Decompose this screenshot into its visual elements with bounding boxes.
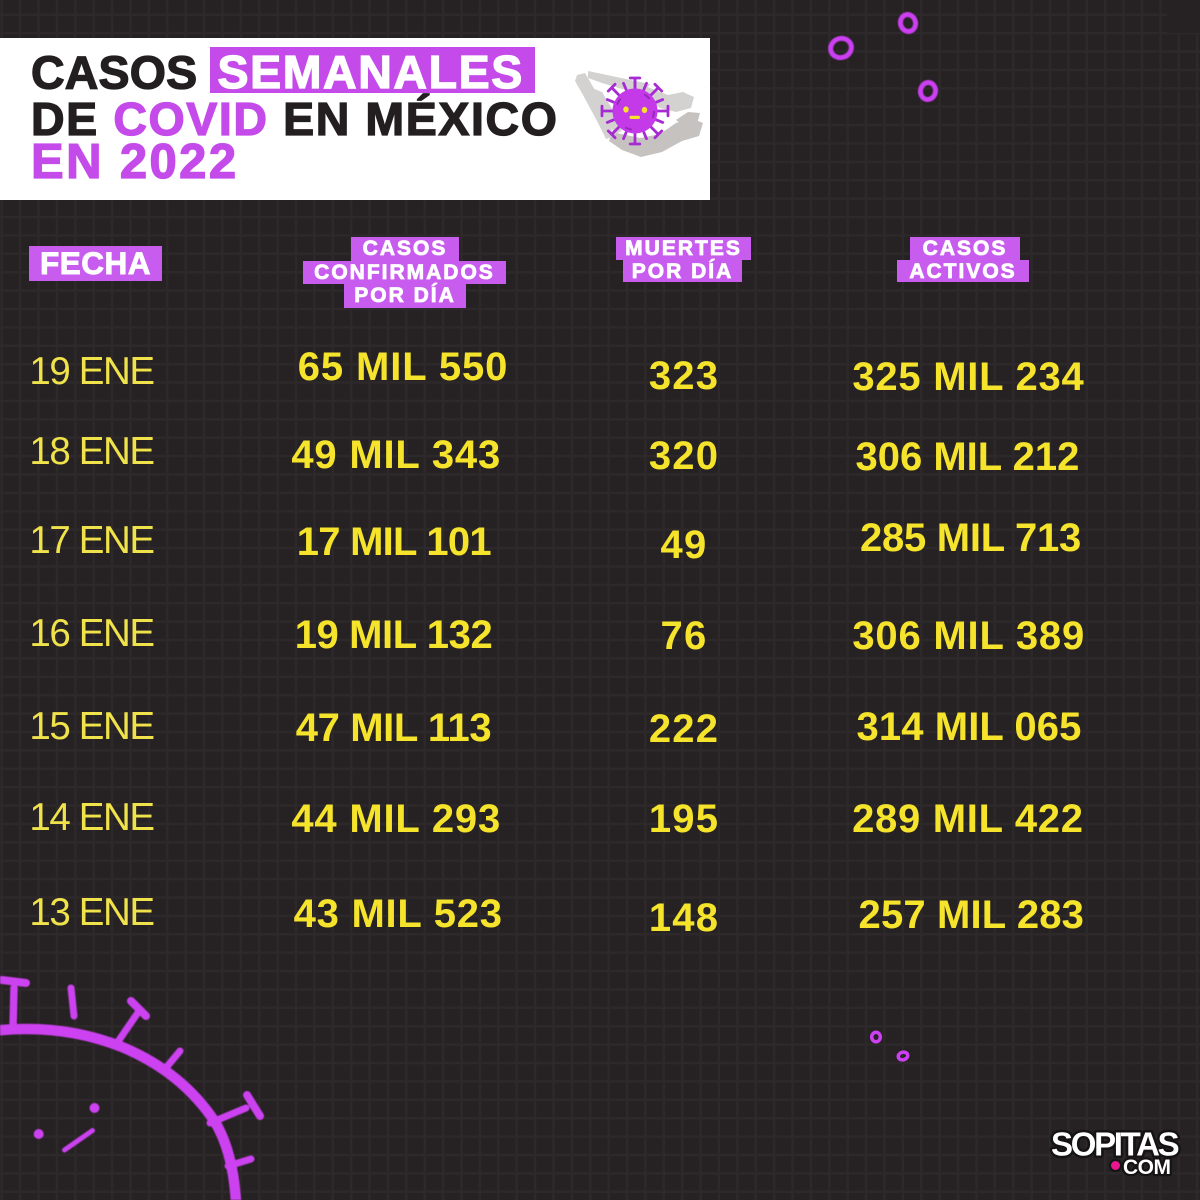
svg-text:SOPITAS: SOPITAS: [1051, 1125, 1179, 1162]
svg-text:COM: COM: [1123, 1156, 1171, 1179]
